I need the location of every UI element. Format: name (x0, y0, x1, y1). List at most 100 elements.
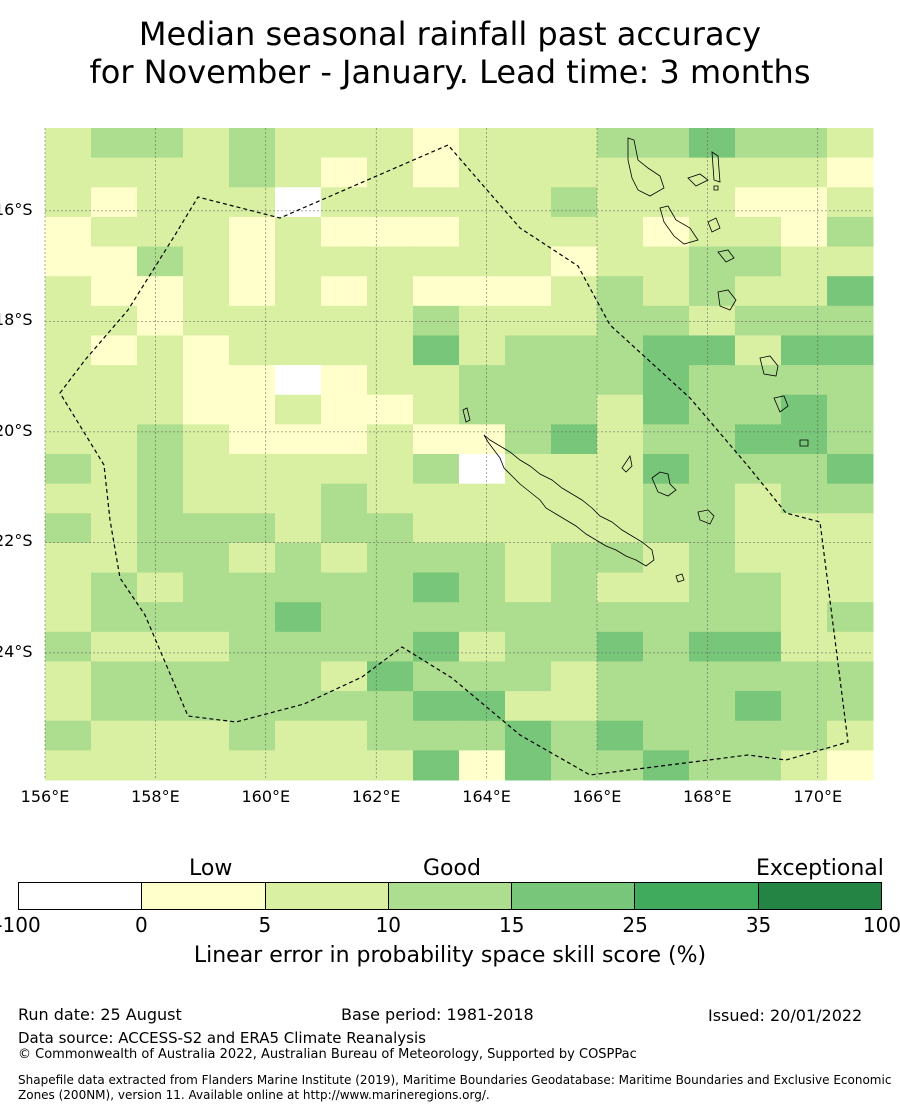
skill-cell (459, 720, 506, 751)
skill-cell (367, 691, 414, 722)
skill-cell (735, 394, 782, 425)
skill-cell (229, 424, 276, 455)
colorbar-segment (265, 883, 389, 909)
skill-cell (505, 305, 552, 336)
skill-cell (459, 661, 506, 692)
skill-cell (91, 602, 138, 633)
skill-cell (321, 602, 368, 633)
skill-cell (505, 276, 552, 307)
skill-cell (735, 483, 782, 514)
skill-cell (459, 276, 506, 307)
skill-cell (229, 128, 276, 159)
skill-cell (689, 394, 736, 425)
skill-cell (367, 157, 414, 188)
skill-cell (367, 572, 414, 603)
skill-cell (321, 631, 368, 662)
skill-cell (689, 276, 736, 307)
skill-cell (827, 572, 874, 603)
skill-cell (689, 631, 736, 662)
skill-cell (597, 187, 644, 218)
skill-cell (781, 157, 828, 188)
skill-cell (459, 128, 506, 159)
skill-cell (367, 454, 414, 485)
skill-cell (229, 276, 276, 307)
skill-cell (551, 305, 598, 336)
skill-cell (45, 187, 92, 218)
skill-cell (229, 631, 276, 662)
aneityum-coastline (773, 395, 789, 413)
skill-cell (275, 631, 322, 662)
skill-cell (735, 631, 782, 662)
skill-cell (689, 750, 736, 781)
skill-cell (643, 691, 690, 722)
skill-cell (275, 246, 322, 277)
skill-cell (183, 187, 230, 218)
skill-cell (781, 276, 828, 307)
colorbar-segment (142, 883, 266, 909)
skill-map (44, 128, 874, 781)
skill-cell (505, 246, 552, 277)
skill-cell (45, 216, 92, 248)
skill-cell (413, 276, 460, 307)
skill-cell (505, 691, 552, 722)
skill-cell (689, 691, 736, 722)
skill-cell (137, 335, 184, 366)
skill-cell (91, 661, 138, 692)
skill-cell (137, 661, 184, 692)
skill-cell (597, 454, 644, 485)
skill-cell (367, 483, 414, 514)
skill-cell (137, 691, 184, 722)
skill-cell (229, 572, 276, 603)
skill-cell (689, 424, 736, 455)
skill-cell (597, 276, 644, 307)
skill-cell (413, 631, 460, 662)
colorbar (18, 882, 882, 910)
skill-cell (183, 572, 230, 603)
skill-cell (827, 216, 874, 248)
skill-cell (229, 720, 276, 751)
skill-cell (643, 602, 690, 633)
skill-cell (505, 454, 552, 485)
skill-cell (827, 750, 874, 781)
map-title-line-1: Median seasonal rainfall past accuracy (138, 15, 762, 53)
skill-cell (183, 335, 230, 366)
skill-cell (459, 424, 506, 455)
skill-cell (827, 335, 874, 366)
latitude-label: 16°S (0, 199, 33, 219)
category-good: Good (423, 856, 481, 881)
small-island-b-coastline (713, 185, 719, 191)
skill-cell (137, 720, 184, 751)
skill-cell (183, 720, 230, 751)
skill-cell (413, 305, 460, 336)
skill-cell (781, 187, 828, 218)
skill-cell (551, 335, 598, 366)
skill-cell (459, 157, 506, 188)
skill-cell (643, 454, 690, 485)
skill-cell (505, 513, 552, 544)
skill-cell (45, 661, 92, 692)
skill-cell (45, 305, 92, 336)
skill-cell (551, 216, 598, 248)
skill-cell (367, 246, 414, 277)
map-title-line-2: for November - January. Lead time: 3 mon… (89, 53, 811, 91)
skill-cell (367, 305, 414, 336)
skill-cell (551, 483, 598, 514)
erromango-coastline (717, 289, 737, 311)
skill-cell (321, 513, 368, 544)
skill-cell (735, 691, 782, 722)
skill-cell (781, 128, 828, 159)
skill-cell (367, 661, 414, 692)
espiritu-santo-coastline (627, 137, 665, 197)
skill-grid-cells (45, 128, 874, 781)
skill-cell (597, 602, 644, 633)
skill-cell (827, 542, 874, 574)
skill-cell (827, 365, 874, 396)
skill-cell (413, 542, 460, 574)
skill-cell (321, 483, 368, 514)
skill-cell (183, 394, 230, 425)
skill-cell (735, 424, 782, 455)
skill-cell (597, 128, 644, 159)
skill-cell (597, 365, 644, 396)
skill-cell (597, 216, 644, 248)
skill-cell (827, 691, 874, 722)
